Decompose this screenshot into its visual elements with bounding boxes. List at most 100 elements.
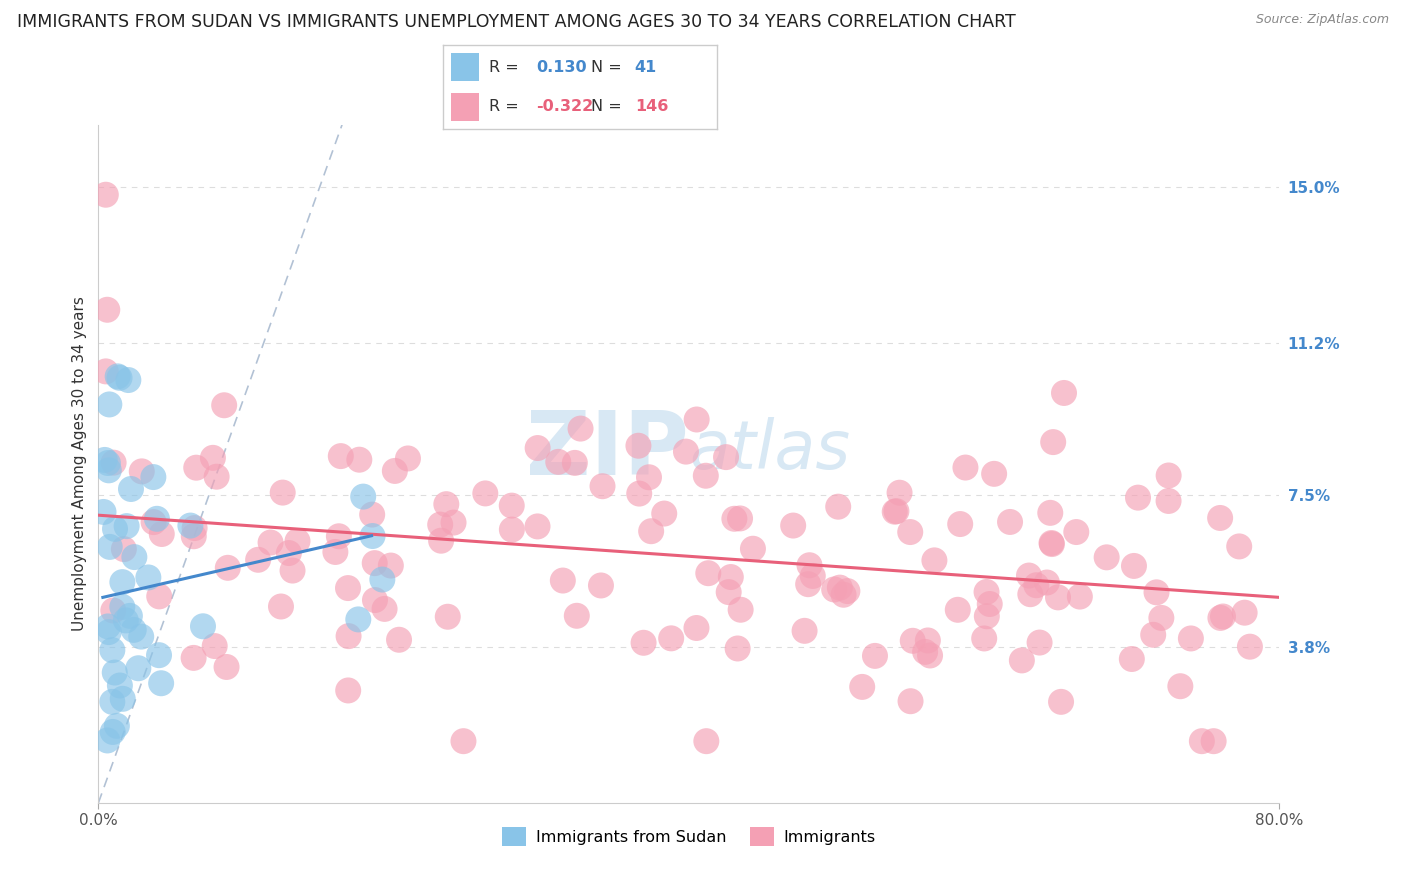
Point [917,633,939,648]
Point [828,581,851,595]
Point [1209,511,1232,525]
Point [103,456,125,470]
Point [983,467,1005,481]
Point [900,694,922,708]
Point [436,609,458,624]
Point [179,518,201,533]
Point [924,553,946,567]
Point [898,524,921,539]
Point [633,636,655,650]
Point [104,522,127,536]
Point [976,585,998,599]
Point [565,608,588,623]
Point [883,505,905,519]
Point [115,519,138,533]
Point [105,719,128,733]
Point [730,603,752,617]
Point [782,518,804,533]
Point [685,621,707,635]
Point [863,648,886,663]
Point [697,566,720,581]
Point [337,629,360,643]
Point [146,512,169,526]
Point [361,529,384,543]
Point [374,602,396,616]
Point [117,373,139,387]
Point [1025,578,1047,592]
Point [97,619,120,633]
Point [148,590,170,604]
Point [388,632,411,647]
Point [103,603,125,617]
Point [717,585,740,599]
Point [976,609,998,624]
Point [564,456,586,470]
Point [118,608,141,623]
Point [364,556,387,570]
Point [429,517,451,532]
Text: ZIP: ZIP [526,407,689,494]
Point [111,691,134,706]
Point [501,499,523,513]
Point [97,625,120,640]
Point [569,421,592,435]
Point [1011,653,1033,667]
Point [270,599,292,614]
Point [124,550,146,565]
Point [675,444,697,458]
Point [325,545,347,559]
Point [946,603,969,617]
Point [183,521,205,535]
Point [728,511,751,525]
Point [1121,652,1143,666]
Point [396,451,419,466]
Point [1018,568,1040,582]
Point [1069,590,1091,604]
Point [723,512,745,526]
Point [1039,506,1062,520]
Point [1157,468,1180,483]
Point [217,561,239,575]
Point [1064,524,1087,539]
Point [131,464,153,478]
Point [212,398,235,412]
Point [955,460,977,475]
Point [1046,591,1070,605]
Point [97,456,120,470]
Point [364,593,387,607]
Point [271,485,294,500]
Point [329,449,352,463]
Point [1126,491,1149,505]
Point [714,450,737,464]
Point [337,581,360,595]
Point [973,632,995,646]
Point [201,450,224,465]
Point [98,397,121,411]
Point [443,516,465,530]
Point [1123,558,1146,573]
Point [1028,635,1050,649]
Point [827,500,849,514]
Point [832,588,855,602]
Point [101,725,124,739]
Point [501,523,523,537]
Point [1040,537,1063,551]
Point [94,187,117,202]
Point [640,524,662,539]
Point [1150,611,1173,625]
Point [1212,609,1234,624]
Point [98,540,121,554]
Point [430,533,453,548]
Point [142,470,165,484]
Text: -0.322: -0.322 [536,99,593,114]
Point [742,541,765,556]
Point [101,695,124,709]
Point [205,469,228,483]
Point [215,660,238,674]
Point [914,645,936,659]
Point [793,624,815,638]
Point [801,569,824,583]
Point [979,597,1001,611]
Text: 41: 41 [636,60,657,75]
Point [281,564,304,578]
